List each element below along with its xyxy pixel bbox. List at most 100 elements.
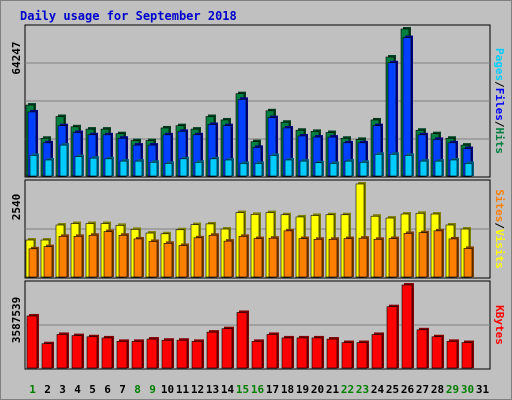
x-tick-label: 21 [326, 383, 340, 396]
x-tick-label: 1 [29, 383, 36, 396]
sites-bar [298, 238, 308, 278]
kbytes-bar [461, 342, 473, 369]
sites-bar [448, 238, 458, 278]
x-tick-label: 13 [206, 383, 219, 396]
x-tick-label: 29 [446, 383, 459, 396]
pages-bar [89, 157, 98, 177]
x-tick-label: 26 [401, 383, 415, 396]
kbytes-bar [311, 337, 323, 369]
pages-bar [44, 159, 53, 177]
sites-bar [358, 237, 368, 278]
pages-bar [299, 160, 308, 177]
y-max-label: 64247 [10, 41, 23, 74]
kbytes-bar [206, 331, 218, 369]
sites-bar [103, 231, 113, 278]
kbytes-bar [356, 342, 368, 369]
pages-bar [164, 163, 173, 177]
pages-bar [284, 159, 293, 177]
sites-bar [388, 238, 398, 278]
kbytes-bar [326, 338, 338, 369]
kbytes-bar [341, 342, 353, 369]
legend-3: KBytes [493, 305, 506, 345]
pages-bar [419, 160, 428, 177]
x-tick-label: 3 [59, 383, 66, 396]
pages-bar [269, 155, 278, 177]
sites-bar [73, 236, 83, 278]
sites-bar [463, 248, 473, 278]
kbytes-bar [431, 336, 443, 369]
kbytes-bar [86, 336, 98, 369]
sites-bar [118, 234, 128, 278]
pages-bar [239, 163, 248, 177]
x-tick-label: 31 [476, 383, 490, 396]
pages-bar [359, 161, 368, 177]
x-tick-label: 15 [236, 383, 249, 396]
legend-1: Pages/Files/Hits [493, 48, 506, 154]
kbytes-bar [56, 334, 68, 369]
pages-bar [179, 158, 188, 177]
kbytes-bar [371, 334, 383, 369]
sites-bar [268, 237, 278, 278]
pages-bar [194, 161, 203, 177]
kbytes-bar [41, 343, 53, 369]
sites-bar [328, 238, 338, 278]
kbytes-bar [146, 338, 158, 369]
kbytes-bar [446, 341, 458, 369]
y-max-label: 2540 [10, 194, 23, 221]
kbytes-bar [191, 341, 203, 369]
x-tick-label: 10 [161, 383, 174, 396]
x-tick-label: 2 [44, 383, 51, 396]
x-tick-label: 28 [431, 383, 444, 396]
kbytes-bar [221, 328, 233, 369]
legend-item-files: Files [493, 88, 506, 121]
kbytes-bar [176, 339, 188, 369]
y-max-label: 3587539 [10, 297, 23, 343]
sites-bar [163, 243, 173, 278]
pages-bar [449, 159, 458, 177]
kbytes-bar [281, 337, 293, 369]
x-tick-label: 14 [221, 383, 235, 396]
x-tick-label: 30 [461, 383, 474, 396]
pages-bar [434, 160, 443, 177]
x-tick-label: 5 [89, 383, 96, 396]
x-tick-label: 25 [386, 383, 399, 396]
pages-bar [329, 163, 338, 177]
chart-title: Daily usage for September 2018 [20, 9, 237, 23]
pages-bar [314, 162, 323, 177]
sites-bar [433, 230, 443, 278]
sites-bar [253, 238, 263, 278]
kbytes-bar [26, 315, 38, 369]
x-tick-label: 18 [281, 383, 294, 396]
sites-bar [223, 240, 233, 278]
x-tick-label: 11 [176, 383, 190, 396]
legend-item-kbytes: KBytes [493, 305, 506, 345]
kbytes-bar [416, 329, 428, 369]
legend-item-pages: Pages [493, 48, 506, 81]
sites-bar [133, 238, 143, 278]
x-tick-label: 23 [356, 383, 369, 396]
pages-bar [104, 158, 113, 177]
sites-bar [88, 234, 98, 278]
sites-bar [343, 238, 353, 278]
legend-separator: / [493, 81, 506, 88]
pages-bar [404, 155, 413, 177]
sites-bar [58, 236, 68, 278]
x-tick-label: 4 [74, 383, 81, 396]
sites-bar [28, 248, 38, 278]
kbytes-bar [161, 339, 173, 369]
kbytes-bar [71, 335, 83, 369]
x-tick-label: 19 [296, 383, 309, 396]
pages-bar [119, 160, 128, 177]
kbytes-bar [101, 337, 113, 369]
pages-bar [389, 153, 398, 177]
x-tick-label: 22 [341, 383, 354, 396]
sites-bar [43, 246, 53, 278]
legend-item-visits: Visits [493, 229, 506, 269]
pages-bar [74, 156, 83, 177]
legend-separator: / [493, 121, 506, 128]
kbytes-bar [386, 306, 398, 369]
sites-bar [208, 234, 218, 278]
sites-bar [403, 233, 413, 278]
legend-item-hits: Hits [493, 128, 506, 155]
